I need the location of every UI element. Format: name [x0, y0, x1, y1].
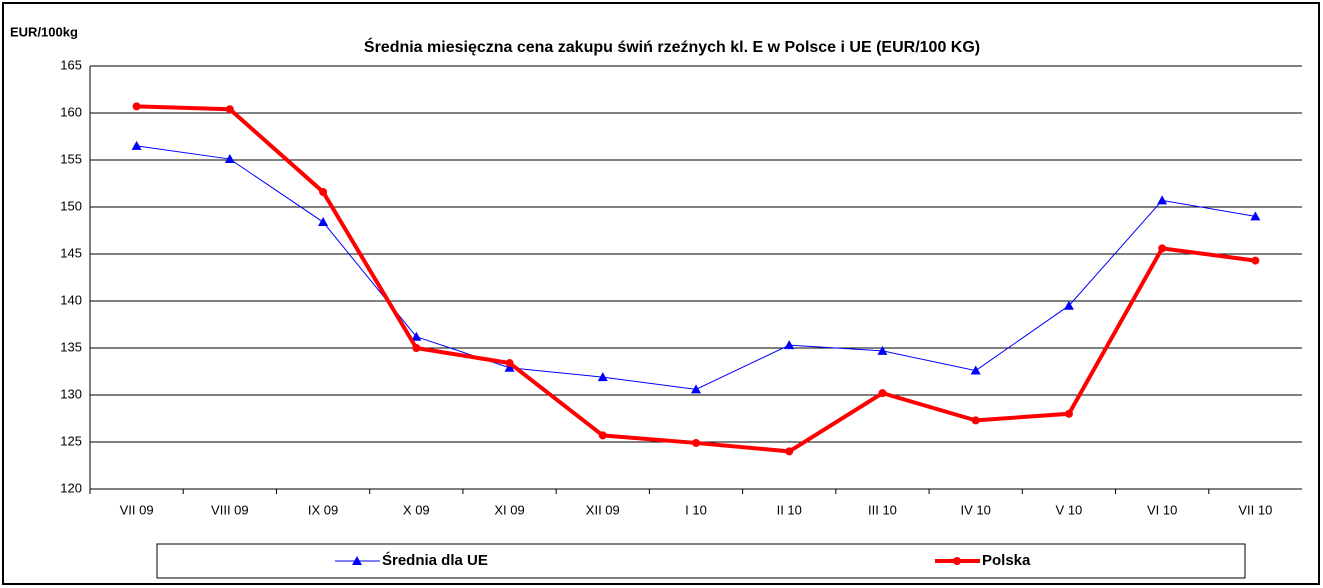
x-tick-label: III 10 [868, 502, 897, 517]
x-tick-label: VI 10 [1147, 502, 1177, 517]
y-tick-label: 165 [60, 57, 82, 72]
x-tick-label: IV 10 [961, 502, 991, 517]
y-tick-label: 125 [60, 433, 82, 448]
marker [1250, 211, 1261, 221]
y-tick-label: 140 [60, 292, 82, 307]
x-tick-label: VII 10 [1238, 502, 1272, 517]
marker [953, 557, 961, 565]
y-tick-label: 155 [60, 151, 82, 166]
x-tick-label: V 10 [1056, 502, 1083, 517]
y-tick-label: 120 [60, 480, 82, 495]
x-tick-label: X 09 [403, 502, 430, 517]
y-tick-label: 135 [60, 339, 82, 354]
marker [1158, 244, 1167, 253]
marker [1157, 195, 1168, 205]
y-tick-label: 150 [60, 198, 82, 213]
marker [411, 331, 422, 341]
marker [1251, 256, 1260, 265]
marker [132, 102, 141, 111]
marker [692, 438, 700, 447]
legend-label: Polska [982, 552, 1031, 569]
marker [131, 140, 142, 150]
marker [785, 447, 794, 456]
marker [1063, 300, 1074, 310]
x-tick-label: VII 09 [120, 502, 154, 517]
marker [878, 389, 887, 398]
x-tick-label: VIII 09 [211, 502, 249, 517]
x-tick-label: XII 09 [586, 502, 620, 517]
marker [352, 556, 362, 565]
legend-box [156, 543, 1246, 579]
y-tick-label: 130 [60, 386, 82, 401]
marker [412, 344, 421, 352]
marker [225, 105, 234, 114]
x-tick-label: XI 09 [494, 502, 524, 517]
marker [970, 365, 981, 375]
legend-label: Średnia dla UE [382, 551, 488, 569]
marker [691, 384, 701, 394]
marker [784, 340, 795, 350]
marker [505, 359, 514, 368]
y-axis-label: EUR/100kg [10, 24, 78, 39]
x-tick-label: IX 09 [308, 502, 338, 517]
marker [877, 345, 888, 355]
marker [319, 187, 328, 196]
marker [597, 372, 608, 382]
y-tick-label: 160 [60, 104, 82, 119]
x-tick-label: I 10 [685, 502, 707, 517]
marker [971, 416, 980, 425]
y-tick-label: 145 [60, 245, 82, 260]
marker [224, 154, 235, 164]
chart-title: Średnia miesięczna cena zakupu świń rzeź… [364, 37, 980, 56]
marker [598, 431, 607, 440]
marker [1064, 409, 1073, 418]
marker [504, 362, 515, 372]
x-tick-label: II 10 [777, 502, 802, 517]
marker [318, 217, 329, 227]
